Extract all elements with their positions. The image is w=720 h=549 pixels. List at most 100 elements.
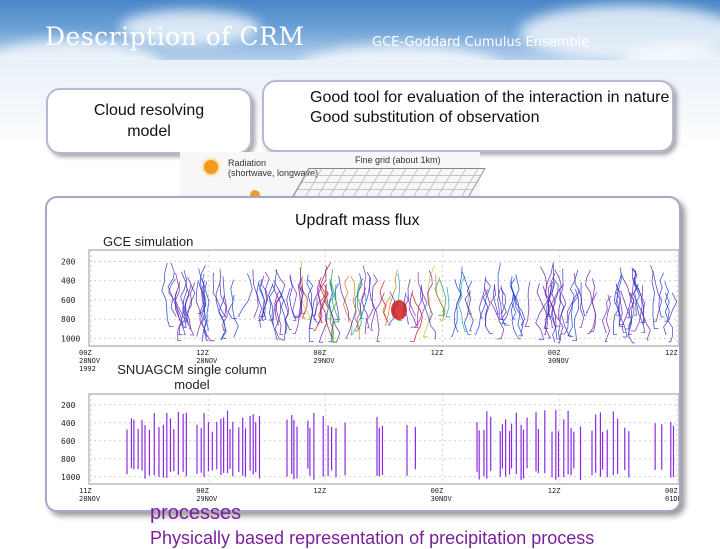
radiation-label-line-2: (shortwave, longwave) — [228, 168, 319, 178]
gce-contour — [284, 288, 291, 334]
snu-y-tick: 800 — [61, 455, 76, 464]
gce-contour — [318, 279, 326, 323]
gce-contour — [273, 280, 292, 331]
gce-contour — [261, 271, 270, 321]
tool-bubble: Good tool for evaluation of the interact… — [262, 80, 674, 152]
tool-bubble-text: Good tool for evaluation of the interact… — [310, 88, 670, 128]
gce-contour — [218, 276, 227, 339]
gce-contour — [278, 290, 287, 341]
gce-contour — [410, 271, 428, 328]
gce-contour — [422, 265, 436, 338]
gce-contour — [651, 270, 659, 329]
gce-contour — [405, 295, 416, 317]
gce-contour — [168, 278, 181, 321]
gce-contour — [338, 275, 350, 322]
sun-icon — [204, 160, 218, 174]
gce-contour — [492, 284, 499, 315]
gce-contour — [356, 265, 367, 329]
gce-contour — [258, 275, 269, 321]
gce-contour — [551, 278, 559, 340]
snu-x-tick: 00Z — [665, 487, 678, 495]
gce-contour — [601, 295, 612, 333]
gce-contour — [393, 273, 403, 321]
gce-contour — [350, 289, 367, 335]
gce-contour — [325, 291, 341, 342]
gce-contour — [547, 262, 555, 319]
gce-contour — [621, 277, 638, 333]
gce-contour — [561, 269, 579, 335]
snu-y-tick: 400 — [61, 419, 76, 428]
sun-small-icon — [250, 190, 260, 200]
gce-x-tick: 28NOV — [79, 357, 101, 365]
gce-contour — [230, 279, 239, 338]
gce-contour — [215, 281, 226, 340]
gce-contour — [620, 272, 635, 335]
gce-contour — [627, 292, 635, 344]
gce-contour — [180, 271, 195, 336]
gce-contour — [490, 285, 504, 320]
gce-contour — [298, 276, 306, 314]
gce-contour — [435, 274, 446, 321]
gce-contour — [271, 283, 283, 340]
snu-x-tick: 00Z — [431, 487, 444, 495]
gce-contour — [212, 272, 226, 317]
gce-x-tick: 29NOV — [313, 357, 335, 365]
gce-contour — [268, 269, 286, 321]
gce-contour — [501, 277, 516, 324]
gce-contour — [180, 270, 188, 316]
gce-core — [391, 300, 407, 320]
gce-contour — [640, 285, 645, 323]
gce-contour — [560, 293, 574, 337]
gce-contour — [313, 276, 322, 320]
gce-contour — [567, 288, 580, 337]
gce-x-tick: 12Z — [196, 349, 209, 357]
gce-x-tick: 00Z — [313, 349, 326, 357]
gce-contour — [177, 277, 192, 341]
gce-contour — [289, 276, 296, 317]
gce-contour — [474, 278, 491, 335]
gce-contour — [252, 269, 259, 318]
gce-contour — [557, 283, 564, 344]
gce-contour — [514, 295, 526, 326]
gce-contour — [313, 283, 328, 331]
snu-x-tick: 12Z — [548, 487, 561, 495]
gce-contour — [500, 285, 507, 320]
gce-contour — [663, 292, 678, 336]
gce-contour — [329, 278, 340, 323]
gce-contour — [161, 262, 174, 327]
gce-contour — [510, 281, 521, 340]
gce-contour — [317, 262, 332, 343]
gce-contour — [664, 292, 674, 343]
gce-contour — [585, 278, 596, 314]
page-title: Description of CRM — [45, 22, 305, 51]
gce-contour — [301, 278, 308, 319]
gce-contour — [626, 292, 635, 319]
gce-contour — [167, 262, 177, 317]
gce-x-tick: 30NOV — [548, 357, 570, 365]
gce-contour — [222, 295, 228, 331]
gce-contour — [454, 279, 462, 333]
snu-x-tick: 01DEC — [665, 495, 679, 503]
gce-contour — [199, 265, 209, 331]
fine-grid-label: Fine grid (about 1km) — [355, 155, 441, 165]
gce-contour — [186, 282, 196, 330]
gce-y-tick: 400 — [61, 277, 76, 286]
gce-contour — [604, 294, 611, 342]
gce-contour — [196, 280, 205, 337]
gce-contour — [267, 285, 274, 326]
gce-x-tick: 12Z — [665, 349, 678, 357]
gce-y-tick: 600 — [61, 296, 76, 305]
gce-contour — [461, 271, 474, 332]
gce-contour — [613, 267, 622, 335]
gce-contour — [414, 287, 424, 328]
gce-contour — [544, 264, 561, 320]
gce-contour — [256, 280, 263, 328]
snu-x-tick: 30NOV — [431, 495, 453, 503]
gce-contour — [268, 269, 278, 340]
gce-contour — [178, 285, 190, 336]
gce-y-tick: 1000 — [61, 334, 80, 343]
gce-contour — [500, 288, 506, 314]
gce-contour — [379, 281, 389, 323]
